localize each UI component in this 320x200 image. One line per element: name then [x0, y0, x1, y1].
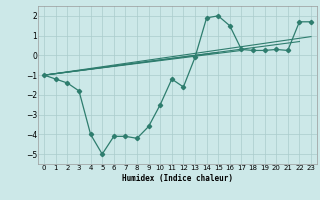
X-axis label: Humidex (Indice chaleur): Humidex (Indice chaleur) [122, 174, 233, 183]
